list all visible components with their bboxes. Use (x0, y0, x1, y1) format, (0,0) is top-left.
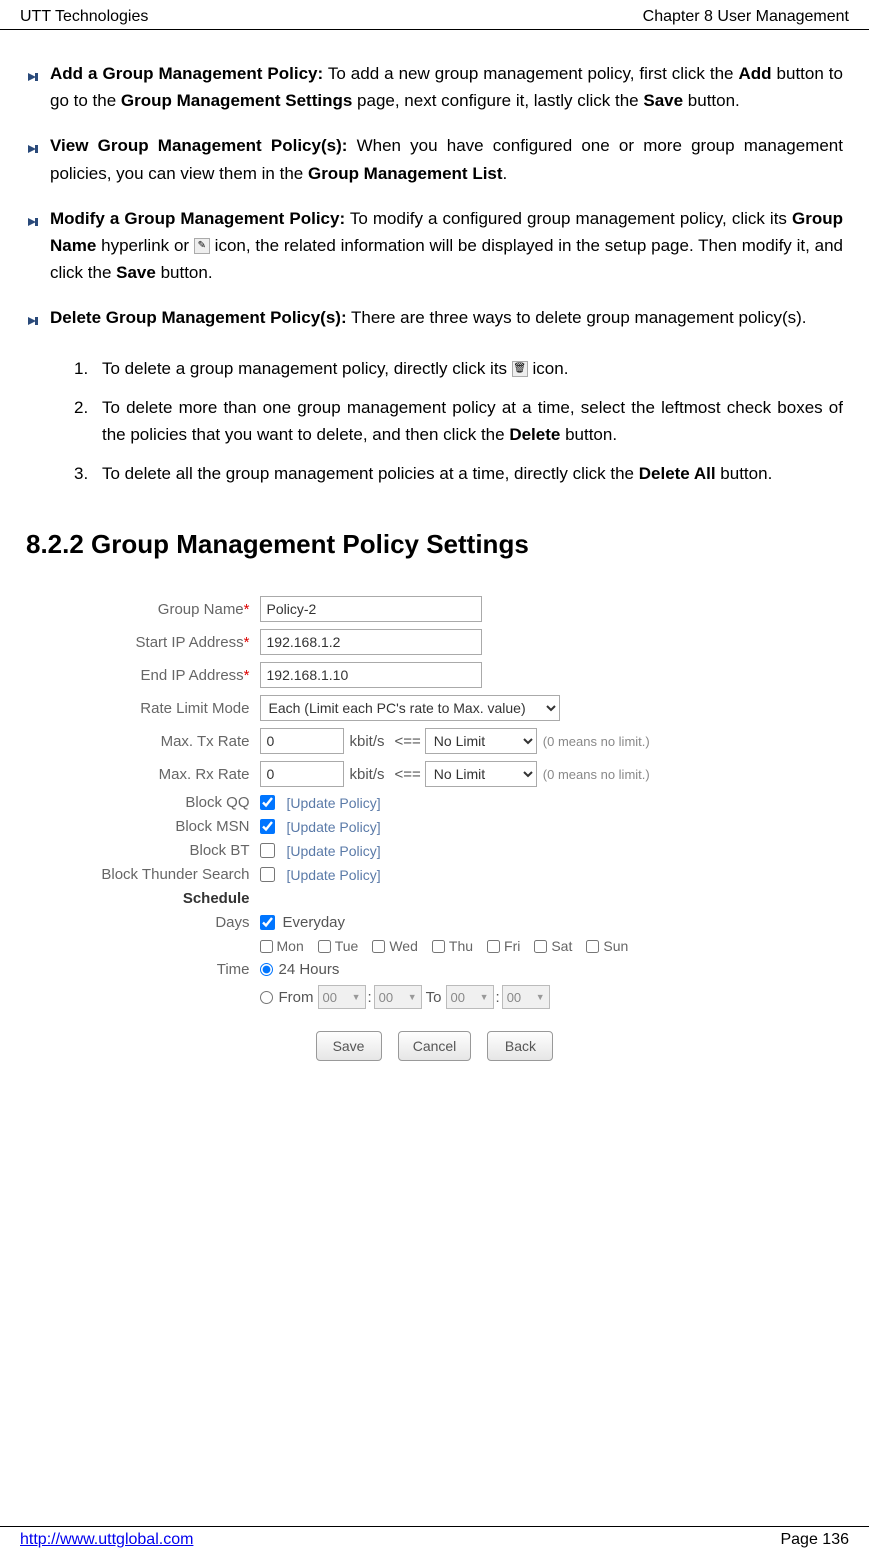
numbered-item-3: 3. To delete all the group management po… (74, 460, 843, 487)
max-rx-preset-select[interactable]: No Limit (425, 761, 537, 787)
tue-checkbox[interactable] (318, 940, 331, 953)
start-ip-input[interactable] (260, 629, 482, 655)
page-number: Page 136 (780, 1531, 849, 1549)
page-footer: http://www.uttglobal.com Page 136 (0, 1526, 869, 1549)
bullet-view-policy: View Group Management Policy(s): When yo… (26, 132, 843, 186)
wed-checkbox[interactable] (372, 940, 385, 953)
row-block-thunder: Block Thunder Search [Update Policy] (55, 866, 815, 883)
bullet-title: Add a Group Management Policy: (50, 64, 323, 83)
bullet-delete-policy: Delete Group Management Policy(s): There… (26, 304, 843, 336)
arrow-bullet-icon (26, 309, 44, 336)
row-start-ip: Start IP Address* (55, 629, 815, 655)
row-time-24h: Time 24 Hours (55, 961, 815, 978)
max-rx-input[interactable] (260, 761, 344, 787)
row-max-rx: Max. Rx Rate kbit/s <== No Limit (0 mean… (55, 761, 815, 787)
sat-checkbox[interactable] (534, 940, 547, 953)
bullet-text: View Group Management Policy(s): When yo… (50, 132, 843, 186)
block-thunder-checkbox[interactable] (260, 867, 275, 882)
policy-form: Group Name* Start IP Address* End IP Add… (55, 596, 815, 1061)
mon-checkbox[interactable] (260, 940, 273, 953)
numbered-list: 1. To delete a group management policy, … (74, 355, 843, 488)
required-marker: * (244, 667, 250, 684)
chevron-down-icon: ▼ (480, 992, 489, 1002)
chevron-down-icon: ▼ (408, 992, 417, 1002)
back-button[interactable]: Back (487, 1031, 553, 1061)
row-block-bt: Block BT [Update Policy] (55, 842, 815, 859)
header-right: Chapter 8 User Management (643, 8, 849, 26)
block-qq-checkbox[interactable] (260, 795, 275, 810)
row-block-qq: Block QQ [Update Policy] (55, 794, 815, 811)
block-msn-checkbox[interactable] (260, 819, 275, 834)
arrow-bullet-icon (26, 210, 44, 287)
from-hour-select[interactable]: 00▼ (318, 985, 366, 1009)
page-header: UTT Technologies Chapter 8 User Manageme… (0, 0, 869, 30)
update-policy-link[interactable]: [Update Policy] (287, 867, 381, 883)
required-marker: * (244, 634, 250, 651)
bullet-title: Delete Group Management Policy(s): (50, 308, 347, 327)
trash-icon: 🗑 (512, 361, 528, 377)
update-policy-link[interactable]: [Update Policy] (287, 795, 381, 811)
to-hour-select[interactable]: 00▼ (446, 985, 494, 1009)
bullet-text: Modify a Group Management Policy: To mod… (50, 205, 843, 287)
bullet-modify-policy: Modify a Group Management Policy: To mod… (26, 205, 843, 287)
bullet-add-policy: Add a Group Management Policy: To add a … (26, 60, 843, 114)
chevron-down-icon: ▼ (352, 992, 361, 1002)
row-max-tx: Max. Tx Rate kbit/s <== No Limit (0 mean… (55, 728, 815, 754)
max-tx-preset-select[interactable]: No Limit (425, 728, 537, 754)
row-schedule-header: Schedule (55, 890, 815, 907)
row-day-checkboxes: Mon Tue Wed Thu Fri Sat Sun (260, 938, 815, 954)
from-min-select[interactable]: 00▼ (374, 985, 422, 1009)
required-marker: * (244, 601, 250, 618)
edit-icon: ✎ (194, 238, 210, 254)
max-tx-input[interactable] (260, 728, 344, 754)
arrow-bullet-icon (26, 137, 44, 186)
to-min-select[interactable]: 00▼ (502, 985, 550, 1009)
numbered-item-1: 1. To delete a group management policy, … (74, 355, 843, 382)
bullet-text: Add a Group Management Policy: To add a … (50, 60, 843, 114)
arrow-bullet-icon (26, 65, 44, 114)
end-ip-input[interactable] (260, 662, 482, 688)
row-days: Days Everyday (55, 914, 815, 931)
section-heading: 8.2.2 Group Management Policy Settings (26, 529, 843, 560)
row-end-ip: End IP Address* (55, 662, 815, 688)
footer-link[interactable]: http://www.uttglobal.com (20, 1531, 193, 1549)
update-policy-link[interactable]: [Update Policy] (287, 819, 381, 835)
bullet-title: View Group Management Policy(s): (50, 136, 347, 155)
chevron-down-icon: ▼ (536, 992, 545, 1002)
save-button[interactable]: Save (316, 1031, 382, 1061)
header-left: UTT Technologies (20, 8, 148, 26)
button-row: Save Cancel Back (55, 1031, 815, 1061)
numbered-item-2: 2. To delete more than one group managem… (74, 394, 843, 448)
thu-checkbox[interactable] (432, 940, 445, 953)
arrow-left-icon: <== (395, 766, 421, 783)
rate-limit-select[interactable]: Each (Limit each PC's rate to Max. value… (260, 695, 560, 721)
cancel-button[interactable]: Cancel (398, 1031, 472, 1061)
bullet-text: Delete Group Management Policy(s): There… (50, 304, 843, 336)
row-rate-limit: Rate Limit Mode Each (Limit each PC's ra… (55, 695, 815, 721)
everyday-checkbox[interactable] (260, 915, 275, 930)
arrow-left-icon: <== (395, 733, 421, 750)
bullet-title: Modify a Group Management Policy: (50, 209, 345, 228)
block-bt-checkbox[interactable] (260, 843, 275, 858)
time-24h-radio[interactable] (260, 963, 273, 976)
sun-checkbox[interactable] (586, 940, 599, 953)
row-block-msn: Block MSN [Update Policy] (55, 818, 815, 835)
group-name-input[interactable] (260, 596, 482, 622)
row-time-range: From 00▼ : 00▼ To 00▼ : 00▼ (55, 985, 815, 1009)
time-range-radio[interactable] (260, 991, 273, 1004)
fri-checkbox[interactable] (487, 940, 500, 953)
update-policy-link[interactable]: [Update Policy] (287, 843, 381, 859)
content-area: Add a Group Management Policy: To add a … (0, 30, 869, 1061)
row-group-name: Group Name* (55, 596, 815, 622)
